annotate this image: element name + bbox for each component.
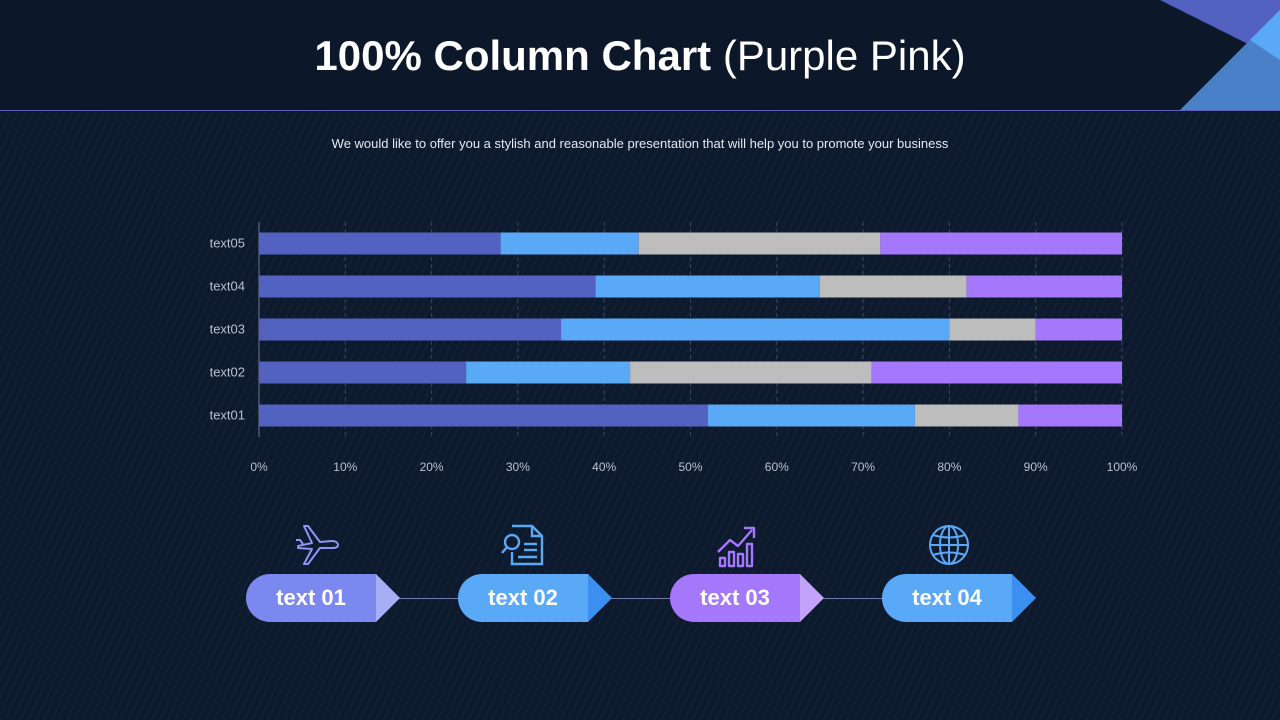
bar-segment — [871, 361, 1122, 384]
x-tick-label: 50% — [678, 460, 702, 474]
step-4-arrow — [1012, 574, 1036, 622]
growth-chart-icon — [717, 526, 756, 568]
corner-decoration — [1160, 0, 1280, 110]
step-1-arrow — [376, 574, 400, 622]
step-3-arrow — [800, 574, 824, 622]
bar-segment — [1035, 318, 1122, 341]
bar-segment — [966, 275, 1122, 298]
x-tick-label: 10% — [333, 460, 357, 474]
globe-icon — [929, 525, 969, 565]
y-category-label: text02 — [210, 365, 245, 380]
bar-segment — [561, 318, 950, 341]
step-2[interactable]: text 02 — [458, 574, 612, 622]
x-tick-label: 80% — [937, 460, 961, 474]
step-2-arrow — [588, 574, 612, 622]
bar-segment — [707, 404, 915, 427]
x-tick-label: 30% — [506, 460, 530, 474]
bar-segment — [880, 232, 1122, 255]
bar-segment — [259, 232, 501, 255]
bar-segment — [259, 404, 708, 427]
step-4-label: text 04 — [882, 574, 1012, 622]
bar-segment — [595, 275, 820, 298]
title-bold: 100% Column Chart — [314, 32, 712, 79]
y-category-label: text05 — [210, 236, 245, 251]
bar-segment — [949, 318, 1036, 341]
connector-line-2 — [610, 598, 670, 599]
step-2-label: text 02 — [458, 574, 588, 622]
bar-segment — [638, 232, 881, 255]
step-3[interactable]: text 03 — [670, 574, 824, 622]
step-1[interactable]: text 01 — [246, 574, 400, 622]
x-tick-label: 90% — [1024, 460, 1048, 474]
header-bar — [0, 0, 1280, 111]
step-4[interactable]: text 04 — [882, 574, 1036, 622]
x-tick-label: 40% — [592, 460, 616, 474]
x-tick-label: 20% — [420, 460, 444, 474]
x-tick-label: 0% — [250, 460, 268, 474]
bar-segment — [819, 275, 967, 298]
page-title: 100% Column Chart (Purple Pink) — [0, 30, 1280, 82]
airplane-icon — [296, 525, 339, 565]
bar-segment — [1018, 404, 1122, 427]
document-search-icon — [501, 524, 544, 566]
connector-line-1 — [398, 598, 458, 599]
bar-segment — [259, 361, 467, 384]
page-subtitle: We would like to offer you a stylish and… — [331, 136, 949, 151]
bar-segment — [500, 232, 639, 255]
step-1-label: text 01 — [246, 574, 376, 622]
bar-segment — [259, 318, 562, 341]
y-category-label: text03 — [210, 322, 245, 337]
x-tick-label: 60% — [765, 460, 789, 474]
x-tick-label: 70% — [851, 460, 875, 474]
bar-segment — [914, 404, 1019, 427]
title-light: (Purple Pink) — [722, 32, 966, 79]
y-category-label: text04 — [210, 279, 245, 294]
bar-segment — [630, 361, 872, 384]
x-tick-label: 100% — [1107, 460, 1138, 474]
connector-line-3 — [822, 598, 882, 599]
bar-segment — [466, 361, 631, 384]
y-category-label: text01 — [210, 408, 245, 423]
step-3-label: text 03 — [670, 574, 800, 622]
bar-segment — [259, 275, 596, 298]
